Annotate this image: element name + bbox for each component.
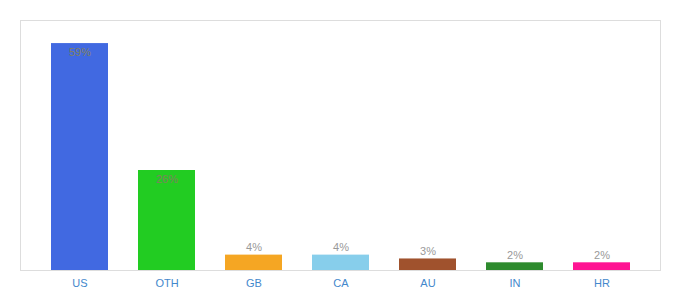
svg-text:4%: 4% xyxy=(333,241,349,253)
svg-text:HR: HR xyxy=(594,277,610,289)
svg-text:2%: 2% xyxy=(507,249,523,261)
svg-text:3%: 3% xyxy=(420,245,436,257)
svg-text:CA: CA xyxy=(333,277,349,289)
svg-text:4%: 4% xyxy=(246,241,262,253)
svg-text:US: US xyxy=(72,277,87,289)
svg-text:26%: 26% xyxy=(156,173,178,185)
svg-text:59%: 59% xyxy=(69,46,91,58)
svg-text:2%: 2% xyxy=(594,249,610,261)
svg-text:AU: AU xyxy=(420,277,435,289)
svg-text:IN: IN xyxy=(510,277,521,289)
svg-text:GB: GB xyxy=(246,277,262,289)
svg-text:OTH: OTH xyxy=(155,277,178,289)
